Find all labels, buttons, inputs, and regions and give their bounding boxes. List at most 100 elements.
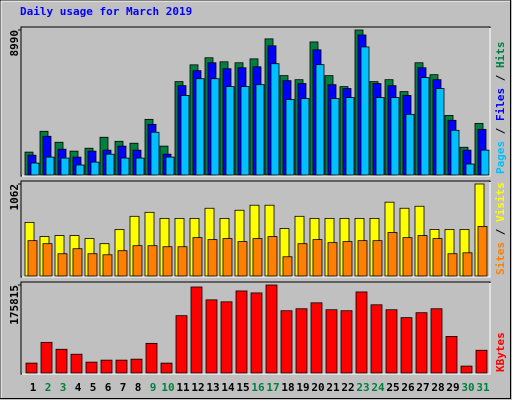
bar: [390, 97, 400, 176]
bar: [447, 253, 458, 277]
x-tick-label: 25: [386, 381, 399, 394]
bar: [70, 353, 83, 374]
bar: [72, 248, 83, 277]
bar: [285, 99, 295, 176]
x-tick-label: 18: [281, 381, 294, 394]
bar: [87, 253, 98, 277]
bar: [205, 299, 218, 374]
bar: [477, 226, 488, 277]
bar: [387, 232, 398, 277]
bar: [42, 243, 53, 277]
bar: [75, 164, 85, 176]
bar: [175, 315, 188, 374]
bar: [85, 361, 98, 374]
bar: [195, 78, 205, 176]
bar: [267, 236, 278, 277]
x-tick-label: 22: [341, 381, 354, 394]
bar: [102, 254, 113, 277]
legend: KBytes: [494, 332, 507, 372]
bar: [130, 358, 143, 374]
bar: [370, 304, 383, 374]
bar: [165, 156, 175, 176]
bar: [117, 250, 128, 277]
y-tick-label: 175815: [8, 285, 21, 325]
bar: [430, 308, 443, 374]
bar: [480, 149, 490, 176]
x-tick-label: 31: [476, 381, 490, 394]
bar: [445, 336, 458, 374]
bar: [120, 157, 130, 176]
bar: [240, 86, 250, 176]
legend-entry: Sites: [494, 242, 507, 275]
x-tick-label: 27: [416, 381, 429, 394]
bar: [55, 348, 68, 374]
bar: [450, 129, 460, 176]
bar: [372, 240, 383, 277]
bar: [462, 252, 473, 277]
x-tick-label: 2: [45, 381, 52, 394]
x-tick-label: 12: [191, 381, 204, 394]
bar: [30, 162, 40, 176]
bar: [115, 359, 128, 374]
x-tick-label: 14: [221, 381, 235, 394]
bar: [45, 156, 55, 176]
bar: [255, 84, 265, 176]
bar: [145, 342, 158, 374]
bar: [192, 237, 203, 277]
x-tick-label: 16: [251, 381, 265, 394]
bar: [235, 290, 248, 374]
bar: [220, 301, 233, 374]
bar: [312, 239, 323, 277]
x-tick-label: 17: [266, 381, 279, 394]
bar: [190, 286, 203, 374]
x-tick-label: 4: [75, 381, 82, 394]
bar: [210, 78, 220, 176]
bar: [405, 113, 415, 176]
bar: [27, 240, 38, 277]
x-tick-label: 23: [356, 381, 369, 394]
bar: [435, 88, 445, 176]
bar: [150, 131, 160, 176]
bar: [417, 235, 428, 277]
legend-separator: /: [494, 222, 507, 242]
bar: [160, 362, 173, 374]
bar: [340, 310, 353, 374]
bar: [222, 238, 233, 277]
bar: [355, 291, 368, 374]
x-tick-label: 10: [161, 381, 174, 394]
x-tick-label: 1: [30, 381, 37, 394]
bar: [327, 242, 338, 277]
bar: [252, 238, 263, 277]
x-tick-label: 20: [311, 381, 324, 394]
bar: [25, 362, 38, 374]
x-tick-label: 8: [135, 381, 142, 394]
bar: [237, 241, 248, 277]
x-tick-label: 7: [120, 381, 127, 394]
bar: [177, 246, 188, 277]
bar: [342, 241, 353, 277]
bar: [420, 77, 430, 176]
bar: [460, 365, 473, 374]
bar: [90, 161, 100, 176]
bar: [250, 292, 263, 374]
bar: [57, 253, 68, 277]
panel-highlight: [22, 28, 491, 177]
y-tick-label: 8990: [8, 30, 21, 57]
bar: [105, 153, 115, 176]
legend-entry: Hits: [494, 42, 507, 69]
bar: [265, 284, 278, 374]
bar: [360, 46, 370, 176]
x-tick-label: 30: [461, 381, 474, 394]
x-tick-label: 5: [90, 381, 97, 394]
bar: [330, 98, 340, 176]
x-tick-label: 11: [176, 381, 190, 394]
bar: [180, 95, 190, 176]
x-tick-label: 13: [206, 381, 219, 394]
x-tick-label: 24: [371, 381, 385, 394]
x-tick-label: 19: [296, 381, 309, 394]
x-tick-label: 9: [150, 381, 157, 394]
x-tick-label: 29: [446, 381, 459, 394]
legend-entry: Pages: [494, 141, 507, 174]
